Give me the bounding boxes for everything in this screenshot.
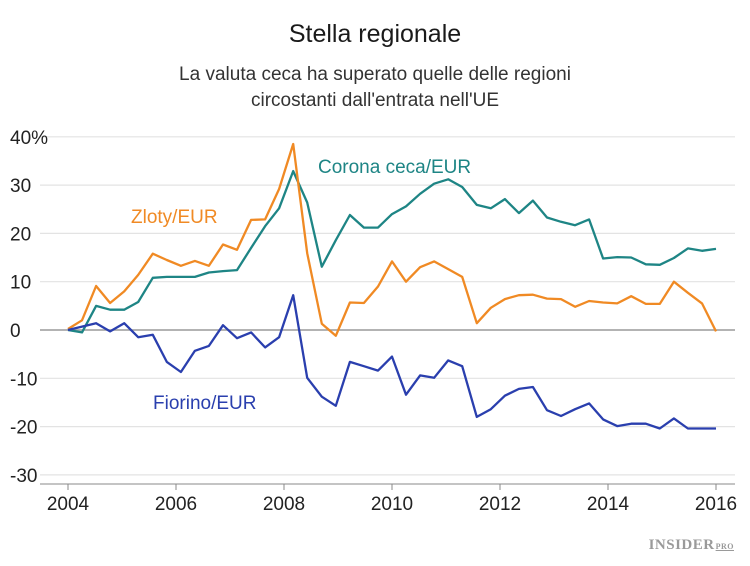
x-tick-label: 2006 [155, 494, 197, 515]
y-tick-label: 40% [10, 128, 48, 149]
subtitle-line-2: circostanti dall'entrata nell'UE [250, 90, 500, 111]
chart-subtitle: La valuta ceca ha superato quelle delle … [0, 62, 750, 114]
x-tick-label: 2010 [371, 494, 413, 515]
series-label-zloty: Zloty/EUR [131, 207, 218, 228]
logo-suffix: PRO [715, 542, 734, 551]
y-tick-label: 20 [10, 224, 31, 245]
y-tick-label: -20 [10, 418, 37, 439]
series-label-corona: Corona ceca/EUR [318, 157, 471, 178]
logo-text: INSIDER [648, 537, 715, 553]
subtitle-line-1: La valuta ceca ha superato quelle delle … [179, 64, 571, 85]
chart-title: Stella regionale [288, 20, 462, 48]
y-axis-ticks: 40% 30 20 10 0 -10 -20 -30 [10, 128, 48, 487]
insider-pro-logo: INSIDERPRO [649, 537, 734, 554]
x-tick-label: 2012 [479, 494, 521, 515]
x-axis: 2004 2006 2008 2010 2012 2014 2016 [40, 483, 737, 515]
y-tick-label: -10 [10, 369, 37, 390]
series-line-corona [67, 169, 717, 334]
x-tick-label: 2008 [263, 494, 305, 515]
x-tick-label: 2004 [47, 494, 90, 515]
series-labels: Corona ceca/EUR Zloty/EUR Fiorino/EUR [131, 157, 471, 414]
x-tick-label: 2016 [695, 494, 737, 515]
series-label-fiorino: Fiorino/EUR [153, 393, 256, 414]
y-tick-label: 30 [10, 176, 31, 197]
series-lines [67, 142, 718, 430]
y-tick-label: 0 [10, 321, 21, 342]
y-tick-label: -30 [10, 466, 37, 487]
x-tick-label: 2014 [587, 494, 630, 515]
y-tick-label: 10 [10, 273, 31, 294]
